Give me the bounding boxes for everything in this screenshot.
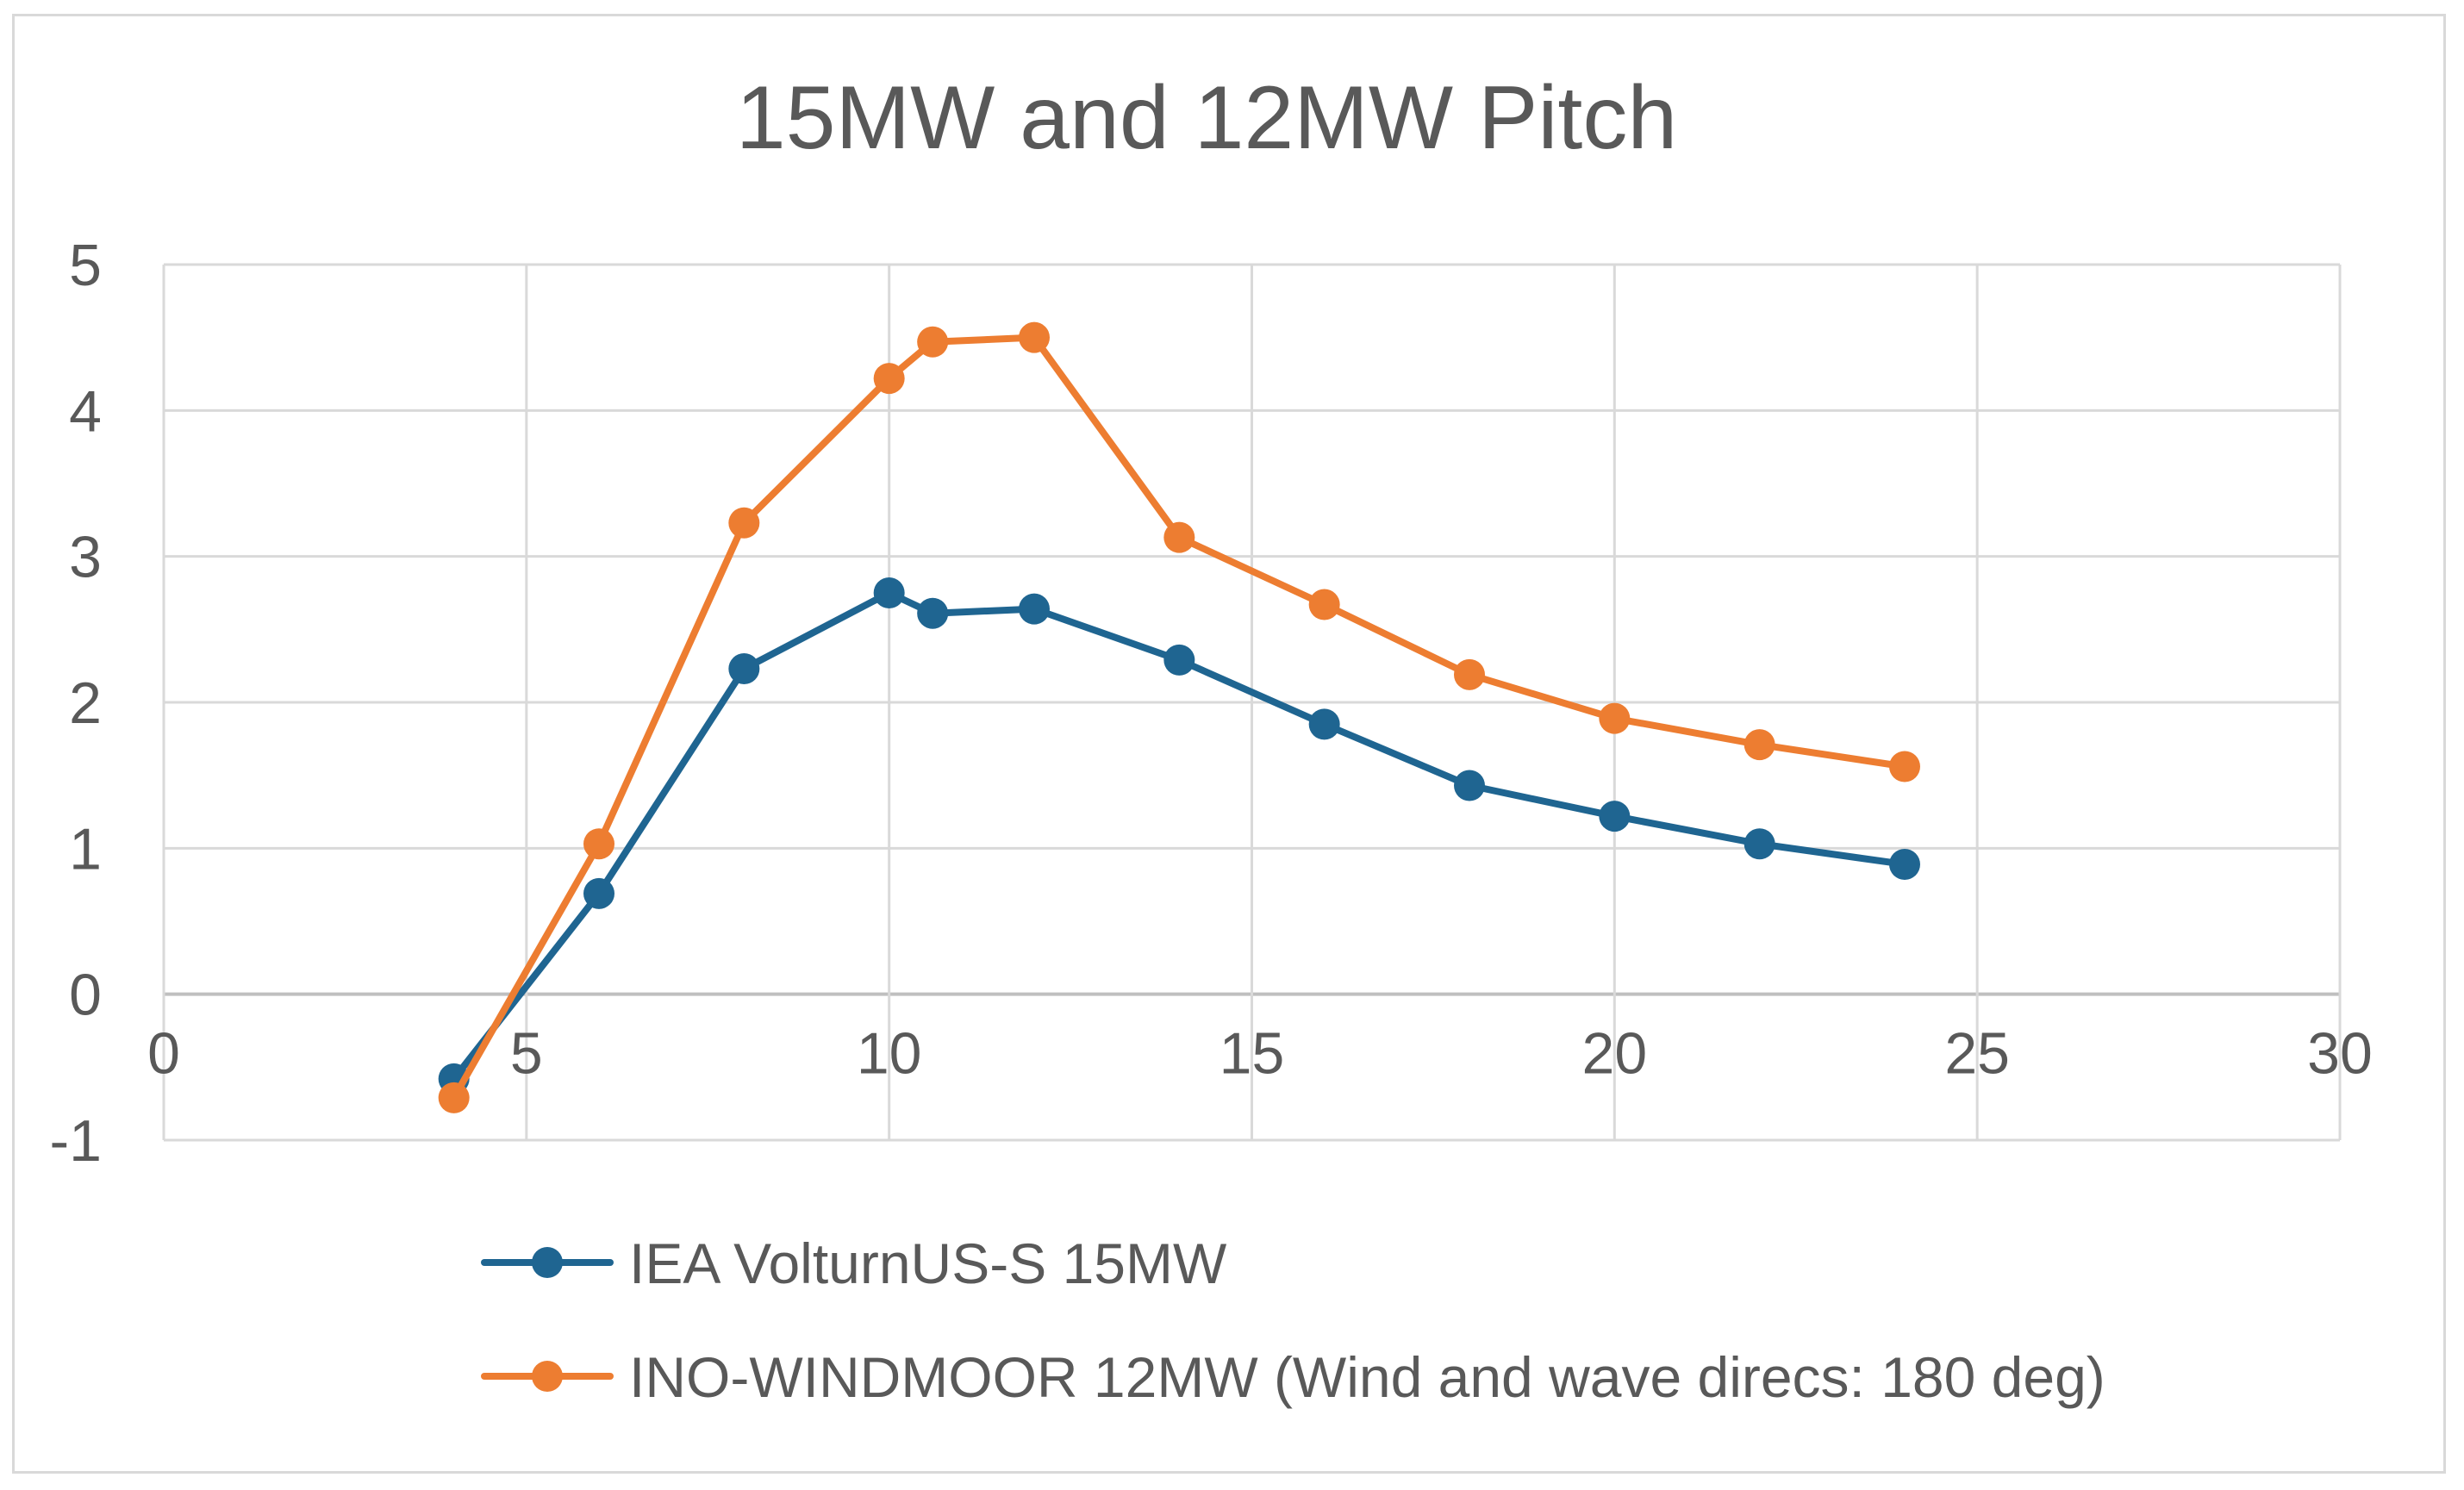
data-point (1744, 729, 1775, 761)
data-point (1308, 708, 1340, 740)
x-tick-label: 15 (1220, 1021, 1285, 1087)
chart-title: 15MW and 12MW Pitch (736, 68, 1677, 168)
data-point (1889, 848, 1920, 880)
legend-marker (532, 1247, 563, 1278)
data-point (728, 653, 760, 685)
data-point (1163, 644, 1195, 676)
data-point (1599, 801, 1631, 832)
y-tick-label: 4 (69, 378, 102, 444)
y-tick-label: 2 (69, 670, 102, 736)
x-tick-label: 0 (147, 1021, 180, 1087)
data-point (1454, 770, 1485, 801)
data-point (1019, 321, 1050, 353)
data-point (1163, 521, 1195, 553)
data-point (438, 1082, 470, 1113)
x-tick-label: 25 (1944, 1021, 2010, 1087)
series-line-1 (450, 589, 1908, 1082)
x-tick-label: 20 (1582, 1021, 1648, 1087)
chart-frame (12, 14, 2446, 1474)
x-tick-label: 10 (857, 1021, 922, 1087)
data-point (873, 577, 905, 608)
y-tick-label: 3 (69, 525, 102, 590)
data-point (1019, 593, 1050, 625)
data-series (438, 321, 1920, 1113)
legend: IEA VolturnUS-S 15MW INO-WINDMOOR 12MW (W… (481, 1231, 2105, 1409)
y-tick-label: 0 (69, 963, 102, 1028)
data-point (583, 828, 614, 860)
grid-lines (162, 263, 2342, 1142)
legend-label: INO-WINDMOOR 12MW (Wind and wave direcs:… (629, 1345, 2105, 1409)
data-point (917, 326, 949, 358)
data-point (1599, 702, 1631, 734)
y-tick-label: -1 (50, 1108, 102, 1174)
legend-marker (532, 1361, 563, 1392)
data-point (583, 877, 614, 909)
data-point (917, 597, 949, 629)
series-line-2 (450, 334, 1908, 1101)
data-point (873, 363, 905, 395)
data-point (728, 507, 760, 539)
data-point (1454, 658, 1485, 690)
x-tick-label: 30 (2307, 1021, 2373, 1087)
x-tick-label: 5 (510, 1021, 543, 1087)
y-tick-label: 1 (69, 816, 102, 882)
data-point (1744, 828, 1775, 860)
y-tick-label: 5 (69, 233, 102, 298)
data-point (1889, 751, 1920, 782)
data-point (1308, 589, 1340, 620)
legend-label: IEA VolturnUS-S 15MW (629, 1231, 1227, 1295)
axis-labels: -1 0 1 2 3 4 5 0 5 10 15 20 25 30 (50, 233, 2373, 1174)
